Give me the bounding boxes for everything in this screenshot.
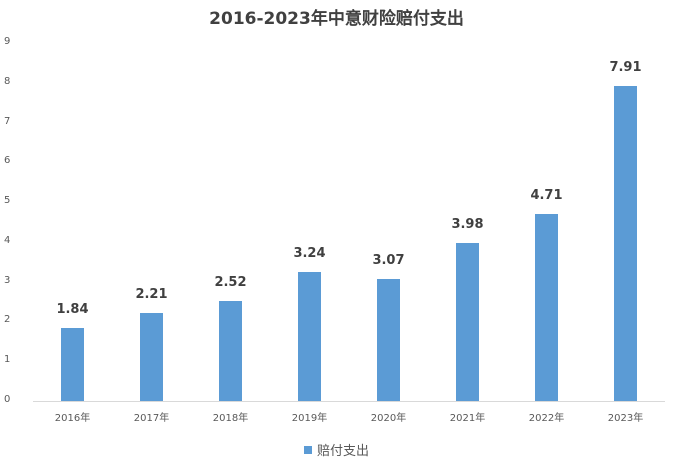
data-label: 7.91 (609, 60, 642, 76)
x-tick-label: 2018年 (212, 413, 249, 424)
bar (219, 300, 242, 401)
data-label: 2.52 (214, 274, 247, 290)
y-tick-label: 8 (4, 75, 11, 87)
y-tick-label: 2 (4, 314, 11, 326)
data-label: 3.07 (372, 252, 405, 268)
x-tick-label: 2016年 (54, 413, 91, 424)
data-label: 2.21 (135, 287, 168, 303)
y-tick-label: 4 (4, 234, 11, 246)
data-label: 1.84 (56, 301, 89, 317)
x-tick-label: 2020年 (370, 413, 407, 424)
chart-title: 2016-2023年中意财险赔付支出 (209, 9, 464, 29)
y-tick-label: 9 (4, 36, 11, 47)
data-label: 3.98 (451, 216, 484, 232)
bar (535, 213, 558, 401)
y-tick-label: 0 (4, 394, 11, 405)
x-tick-label: 2022年 (528, 413, 565, 424)
y-tick-label: 3 (4, 274, 11, 286)
bar (377, 278, 400, 401)
y-tick-label: 1 (4, 354, 11, 366)
y-tick-label: 6 (4, 155, 11, 167)
bar (140, 313, 163, 401)
bar (614, 86, 637, 401)
y-tick-label: 7 (4, 115, 11, 127)
legend: 赔付支出 (0, 440, 673, 459)
legend-label: 赔付支出 (316, 444, 369, 459)
data-label: 4.71 (530, 187, 563, 203)
legend-swatch-icon (303, 445, 312, 454)
x-axis-line (33, 401, 665, 402)
y-tick-label: 5 (4, 195, 11, 207)
bar (298, 272, 321, 401)
x-tick-label: 2019年 (291, 413, 328, 424)
bar (456, 242, 479, 401)
bar (61, 327, 84, 401)
x-tick-label: 2023年 (607, 413, 644, 424)
data-label: 3.24 (293, 246, 326, 262)
x-tick-label: 2017年 (133, 413, 170, 424)
x-tick-label: 2021年 (449, 413, 486, 424)
